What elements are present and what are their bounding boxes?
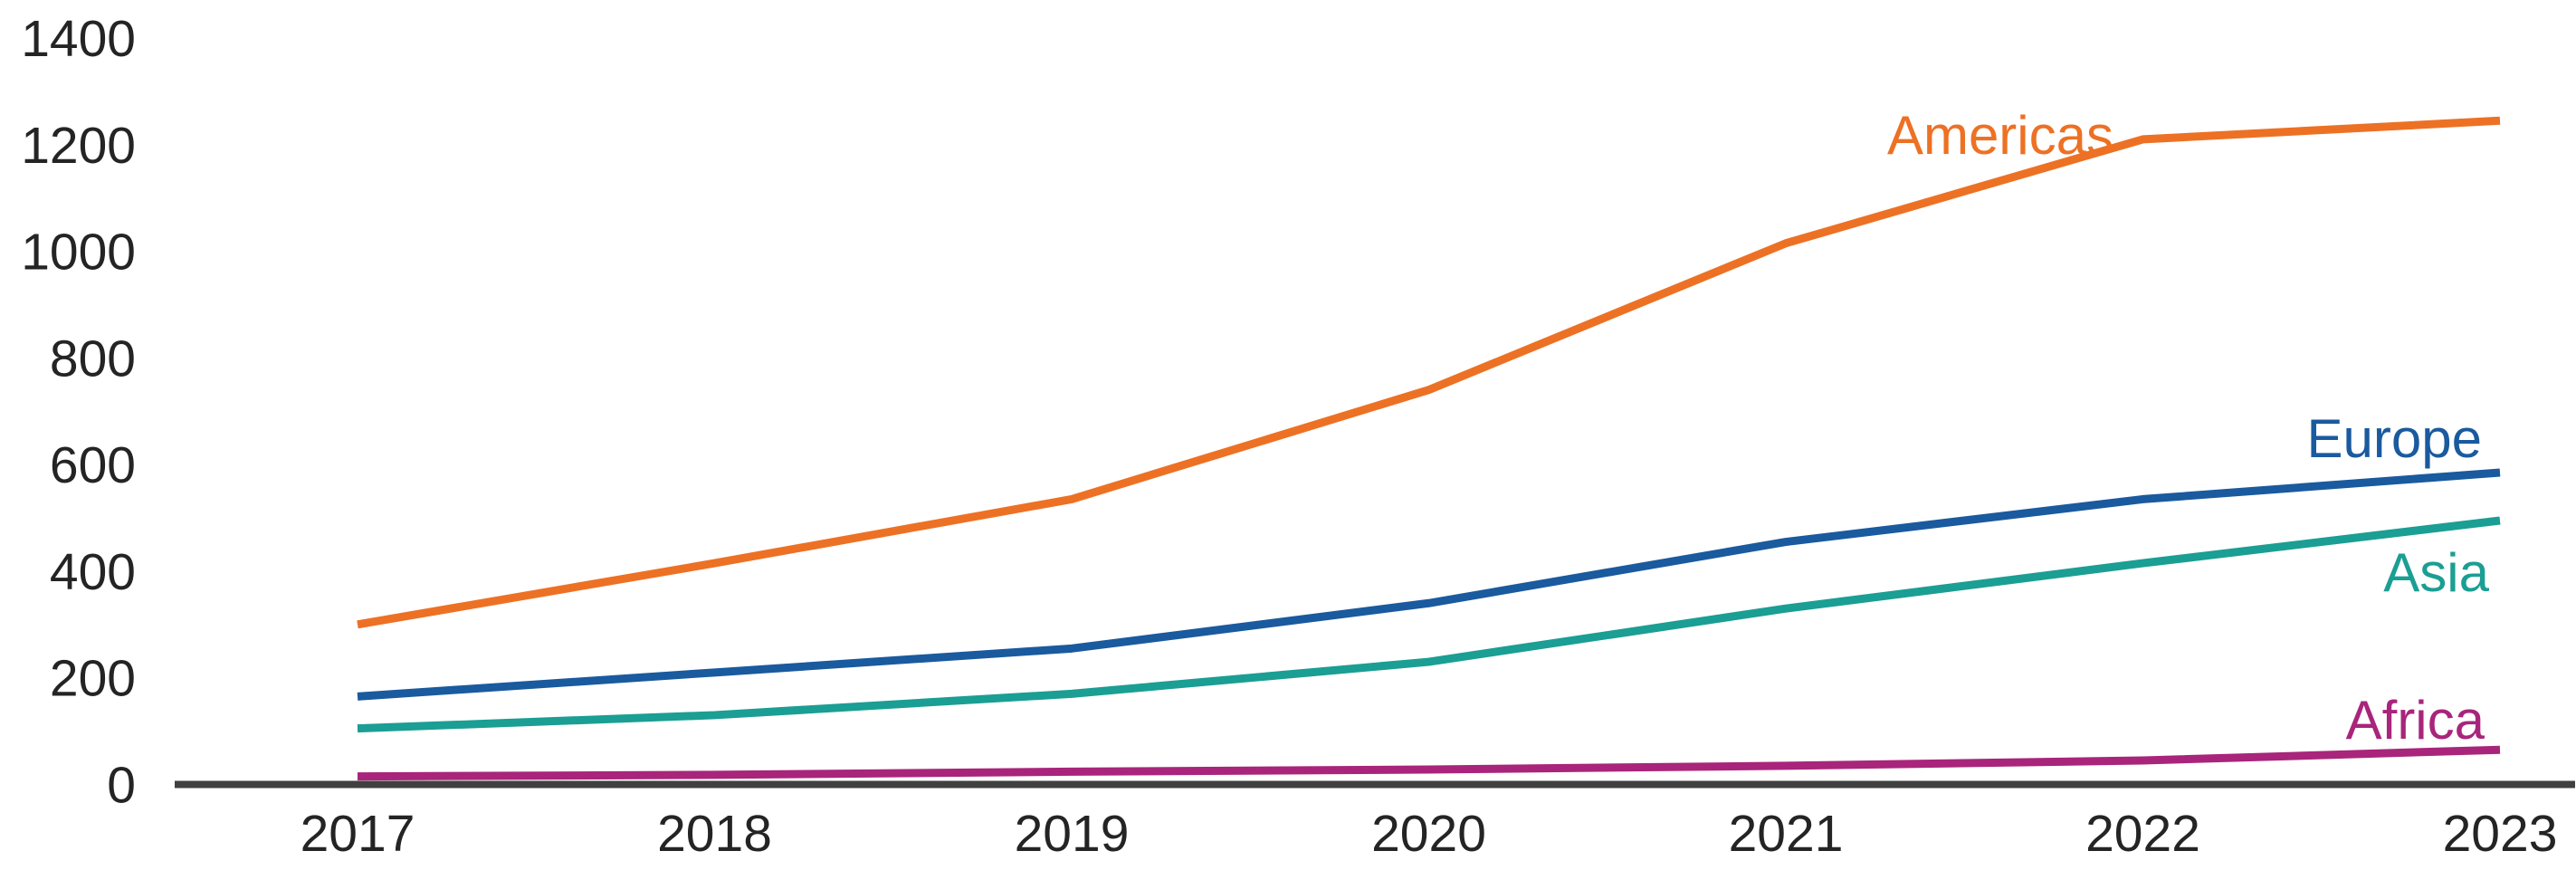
x-tick-label-2021: 2021 (1729, 805, 1844, 863)
x-tick-label-2022: 2022 (2085, 805, 2200, 863)
series-line-americas (357, 116, 2501, 629)
series-label-africa: Africa (2346, 690, 2485, 750)
series-label-europe: Europe (2307, 408, 2482, 469)
series-line-africa (357, 745, 2501, 781)
x-tick-label-2023: 2023 (2443, 805, 2558, 863)
y-tick-label-1400: 1400 (21, 10, 136, 68)
y-tick-label-800: 800 (50, 330, 136, 387)
series-label-americas: Americas (1887, 105, 2113, 166)
series-line-europe (357, 468, 2501, 701)
y-tick-label-400: 400 (50, 543, 136, 601)
y-tick-label-200: 200 (50, 650, 136, 708)
series-line-asia (357, 516, 2501, 733)
y-tick-label-1000: 1000 (21, 224, 136, 282)
series-label-asia: Asia (2383, 542, 2489, 603)
x-tick-label-2018: 2018 (657, 805, 772, 863)
y-tick-label-0: 0 (107, 757, 136, 815)
x-tick-label-2017: 2017 (301, 805, 415, 863)
x-tick-label-2019: 2019 (1015, 805, 1130, 863)
y-tick-label-600: 600 (50, 436, 136, 494)
y-tick-label-1200: 1200 (21, 117, 136, 175)
x-tick-label-2020: 2020 (1371, 805, 1486, 863)
